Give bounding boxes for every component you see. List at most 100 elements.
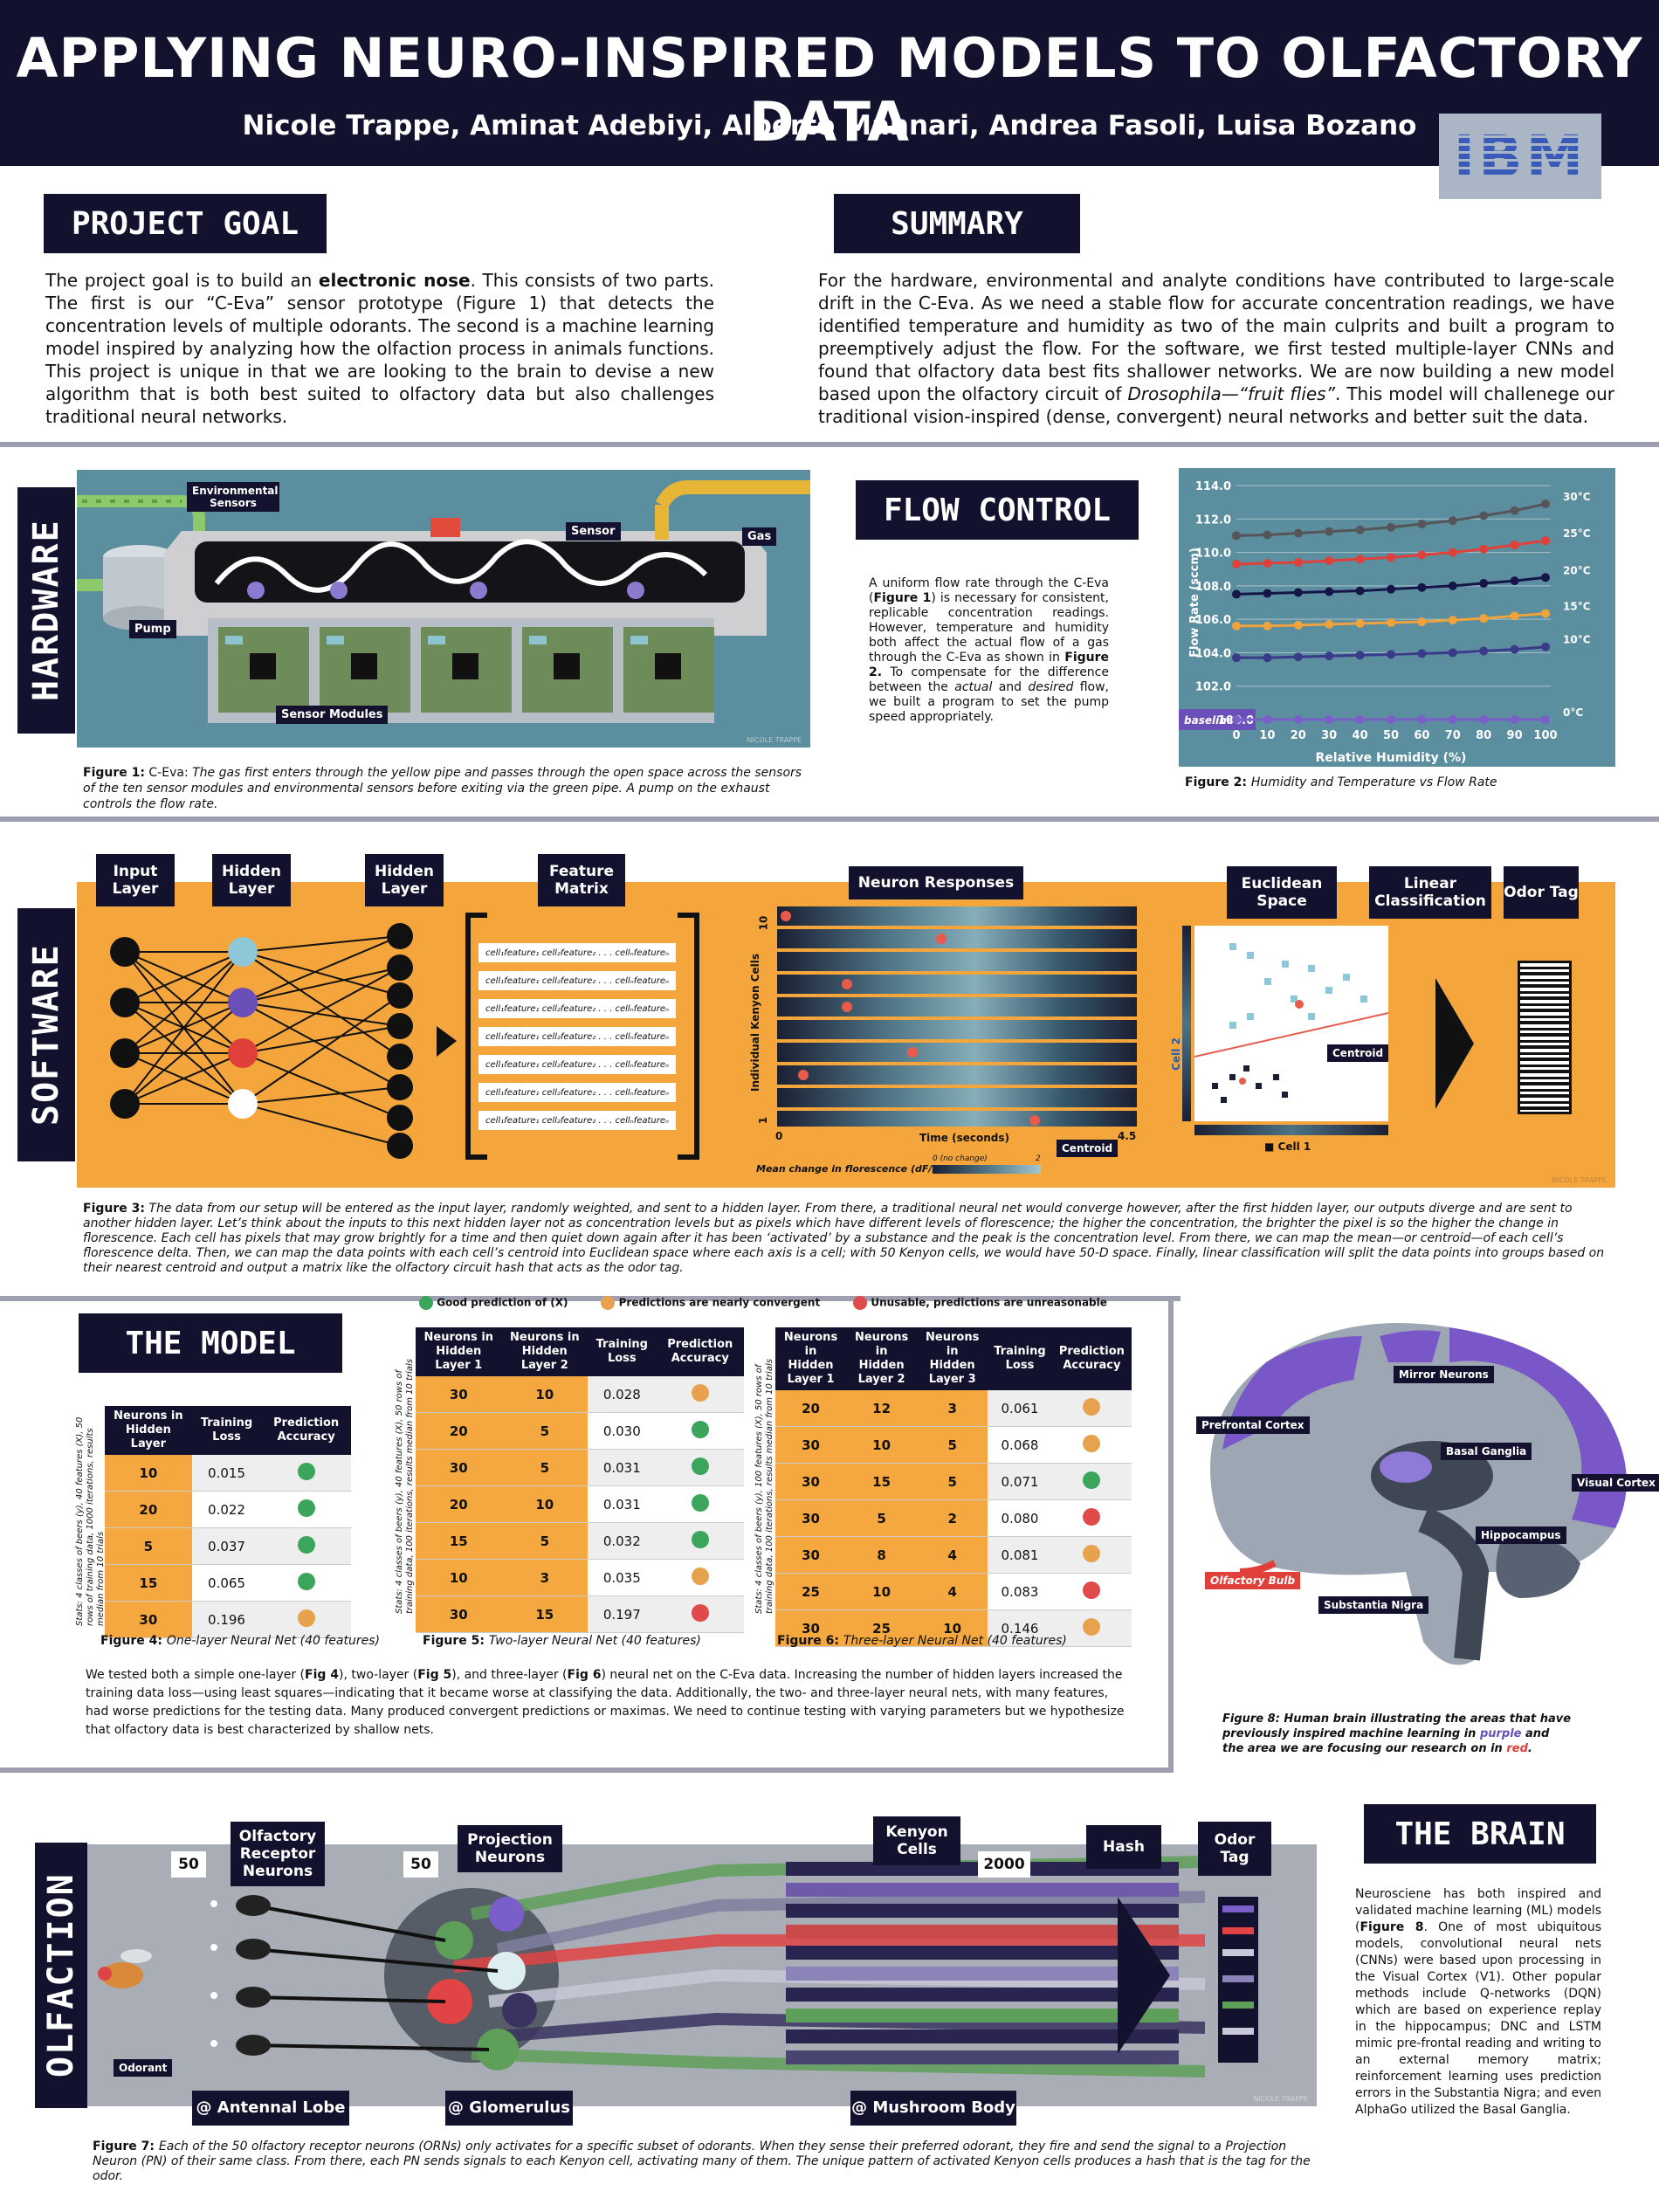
table-cell: 20	[105, 1491, 192, 1528]
figure-7-caption: Figure 7: Each of the 50 olfactory recep…	[93, 2140, 1311, 2183]
table-cell: 5	[917, 1426, 988, 1464]
vertical-divider	[1168, 1296, 1174, 1773]
green-dot-icon	[419, 1296, 433, 1310]
heatmap-y-bottom: 1	[757, 1116, 770, 1125]
data-point	[1448, 648, 1457, 658]
data-point	[1448, 581, 1457, 590]
data-point	[1479, 511, 1489, 520]
table-cell: 30	[775, 1536, 847, 1574]
x-tick-label: 100	[1533, 729, 1557, 742]
software-label: SOFTWARE	[17, 908, 75, 1161]
odor-tag-label: Odor Tag	[1504, 866, 1579, 919]
watermark: NICOLE TRAPPE	[1253, 2095, 1308, 2103]
table-three-layer: Neurons in Hidden Layer 1 Neurons in Hidd…	[775, 1327, 1132, 1647]
table-cell: 10	[501, 1376, 589, 1413]
data-point	[1510, 506, 1519, 515]
data-point	[1417, 715, 1427, 724]
data-point	[1541, 536, 1550, 546]
data-point	[1417, 649, 1427, 658]
baseline-label: baseline	[1184, 714, 1234, 727]
figure-2-caption: Figure 2: Humidity and Temperature vs Fl…	[1185, 775, 1497, 789]
cell2-label: Cell 2	[1169, 1037, 1182, 1071]
y-tick-label: 104.0	[1195, 647, 1231, 660]
table-row: 30 10 0.028	[416, 1376, 744, 1413]
x-tick-label: 30	[1321, 729, 1337, 742]
accuracy-dot-icon	[691, 1603, 709, 1622]
table-row: 20 10 0.031	[416, 1485, 744, 1523]
figure-6-caption: Figure 6: Three-layer Neural Net (40 fea…	[777, 1634, 1067, 1648]
table-cell: 30	[775, 1463, 847, 1500]
data-point	[1355, 525, 1365, 534]
column-header: Training Loss	[988, 1327, 1052, 1390]
table-cell: 4	[917, 1536, 988, 1574]
table-cell: 30	[775, 1609, 847, 1647]
series-label: 25°C	[1563, 527, 1591, 540]
data-point	[1325, 527, 1334, 536]
table-cell: 10	[105, 1455, 192, 1492]
accuracy-cell	[1051, 1426, 1132, 1464]
odorant-tag: Odorant	[114, 2059, 173, 2077]
accuracy-cell	[656, 1449, 744, 1486]
accuracy-cell	[1051, 1609, 1132, 1647]
table-cell: 10	[846, 1573, 918, 1610]
table-cell: 10	[846, 1426, 918, 1464]
watermark: NICOLE TRAPPE	[1552, 1176, 1607, 1184]
neuron-responses-label: Neuron Responses	[849, 866, 1023, 899]
data-point	[1479, 646, 1489, 656]
section-divider	[0, 1296, 1181, 1301]
table-cell: 25	[775, 1573, 847, 1610]
table-cell: 0.031	[588, 1449, 657, 1486]
heatmap-y-top: 10	[757, 915, 770, 931]
project-goal-text: The project goal is to build an electron…	[45, 270, 714, 427]
data-point	[1293, 528, 1303, 538]
accuracy-cell	[656, 1595, 744, 1633]
accuracy-cell	[1051, 1463, 1132, 1500]
the-model-heading: THE MODEL	[79, 1313, 342, 1373]
feature-matrix-row: cell₁feature₁ cell₂feature₂ . . . cellₙf…	[478, 943, 676, 962]
data-point	[1293, 588, 1303, 597]
table-row: 20 5 0.030	[416, 1412, 744, 1450]
table-cell: 0.080	[988, 1499, 1052, 1537]
table-cell: 2	[917, 1499, 988, 1537]
feature-matrix-row: cell₁feature₁ cell₂feature₂ . . . cellₙf…	[478, 1083, 676, 1102]
feature-matrix-row: cell₁feature₁ cell₂feature₂ . . . cellₙf…	[478, 1055, 676, 1074]
table-cell: 5	[501, 1522, 589, 1560]
data-point	[1325, 619, 1334, 629]
table-cell: 20	[416, 1485, 502, 1523]
x-tick-label: 10	[1259, 729, 1275, 742]
accuracy-dot-icon	[691, 1567, 709, 1585]
cell1-label: ■ Cell 1	[1264, 1140, 1311, 1153]
table-cell: 0.035	[588, 1559, 657, 1596]
table-row: 30 15 5 0.071	[775, 1463, 1132, 1500]
table-cell: 0.071	[988, 1463, 1052, 1500]
software-illustration: cell₁feature₁ cell₂feature₂ . . . cellₙf…	[77, 882, 1615, 1188]
y-tick-label: 114.0	[1195, 480, 1231, 493]
data-point	[1541, 500, 1550, 509]
project-goal-heading: PROJECT GOAL	[44, 194, 327, 253]
kenyon-cells-label: Kenyon Cells	[873, 1816, 960, 1865]
substantia-nigra-tag: Substantia Nigra	[1318, 1596, 1429, 1614]
accuracy-dot-icon	[1083, 1471, 1101, 1489]
section-divider	[0, 1768, 1174, 1773]
accuracy-cell	[261, 1527, 351, 1565]
table-one-layer: Neurons in Hidden Layer Training Loss Pred…	[105, 1406, 351, 1638]
euclidean-space-label: Euclidean Space	[1227, 866, 1337, 919]
data-point	[1355, 555, 1365, 564]
olfactory-bulb-tag: Olfactory Bulb	[1205, 1572, 1301, 1589]
orn-label: Olfactory Receptor Neurons	[231, 1822, 325, 1886]
table-two-layer: Neurons in Hidden Layer 1 Neurons in Hidd…	[416, 1327, 744, 1633]
column-header: Prediction Accuracy	[261, 1406, 351, 1455]
summary-heading: SUMMARY	[834, 194, 1080, 253]
data-point	[1263, 621, 1272, 631]
accuracy-dot-icon	[1083, 1507, 1101, 1526]
x-axis-label: Relative Humidity (%)	[1316, 751, 1467, 765]
data-point	[1232, 715, 1241, 724]
data-point	[1541, 642, 1550, 651]
data-point	[1448, 715, 1457, 724]
the-brain-text: Neurosciene has both inspired and valida…	[1355, 1887, 1601, 2117]
accuracy-cell	[656, 1485, 744, 1523]
data-point	[1325, 715, 1334, 724]
column-header: Training Loss	[588, 1327, 657, 1376]
data-point	[1387, 617, 1395, 627]
accuracy-dot-icon	[297, 1609, 315, 1627]
